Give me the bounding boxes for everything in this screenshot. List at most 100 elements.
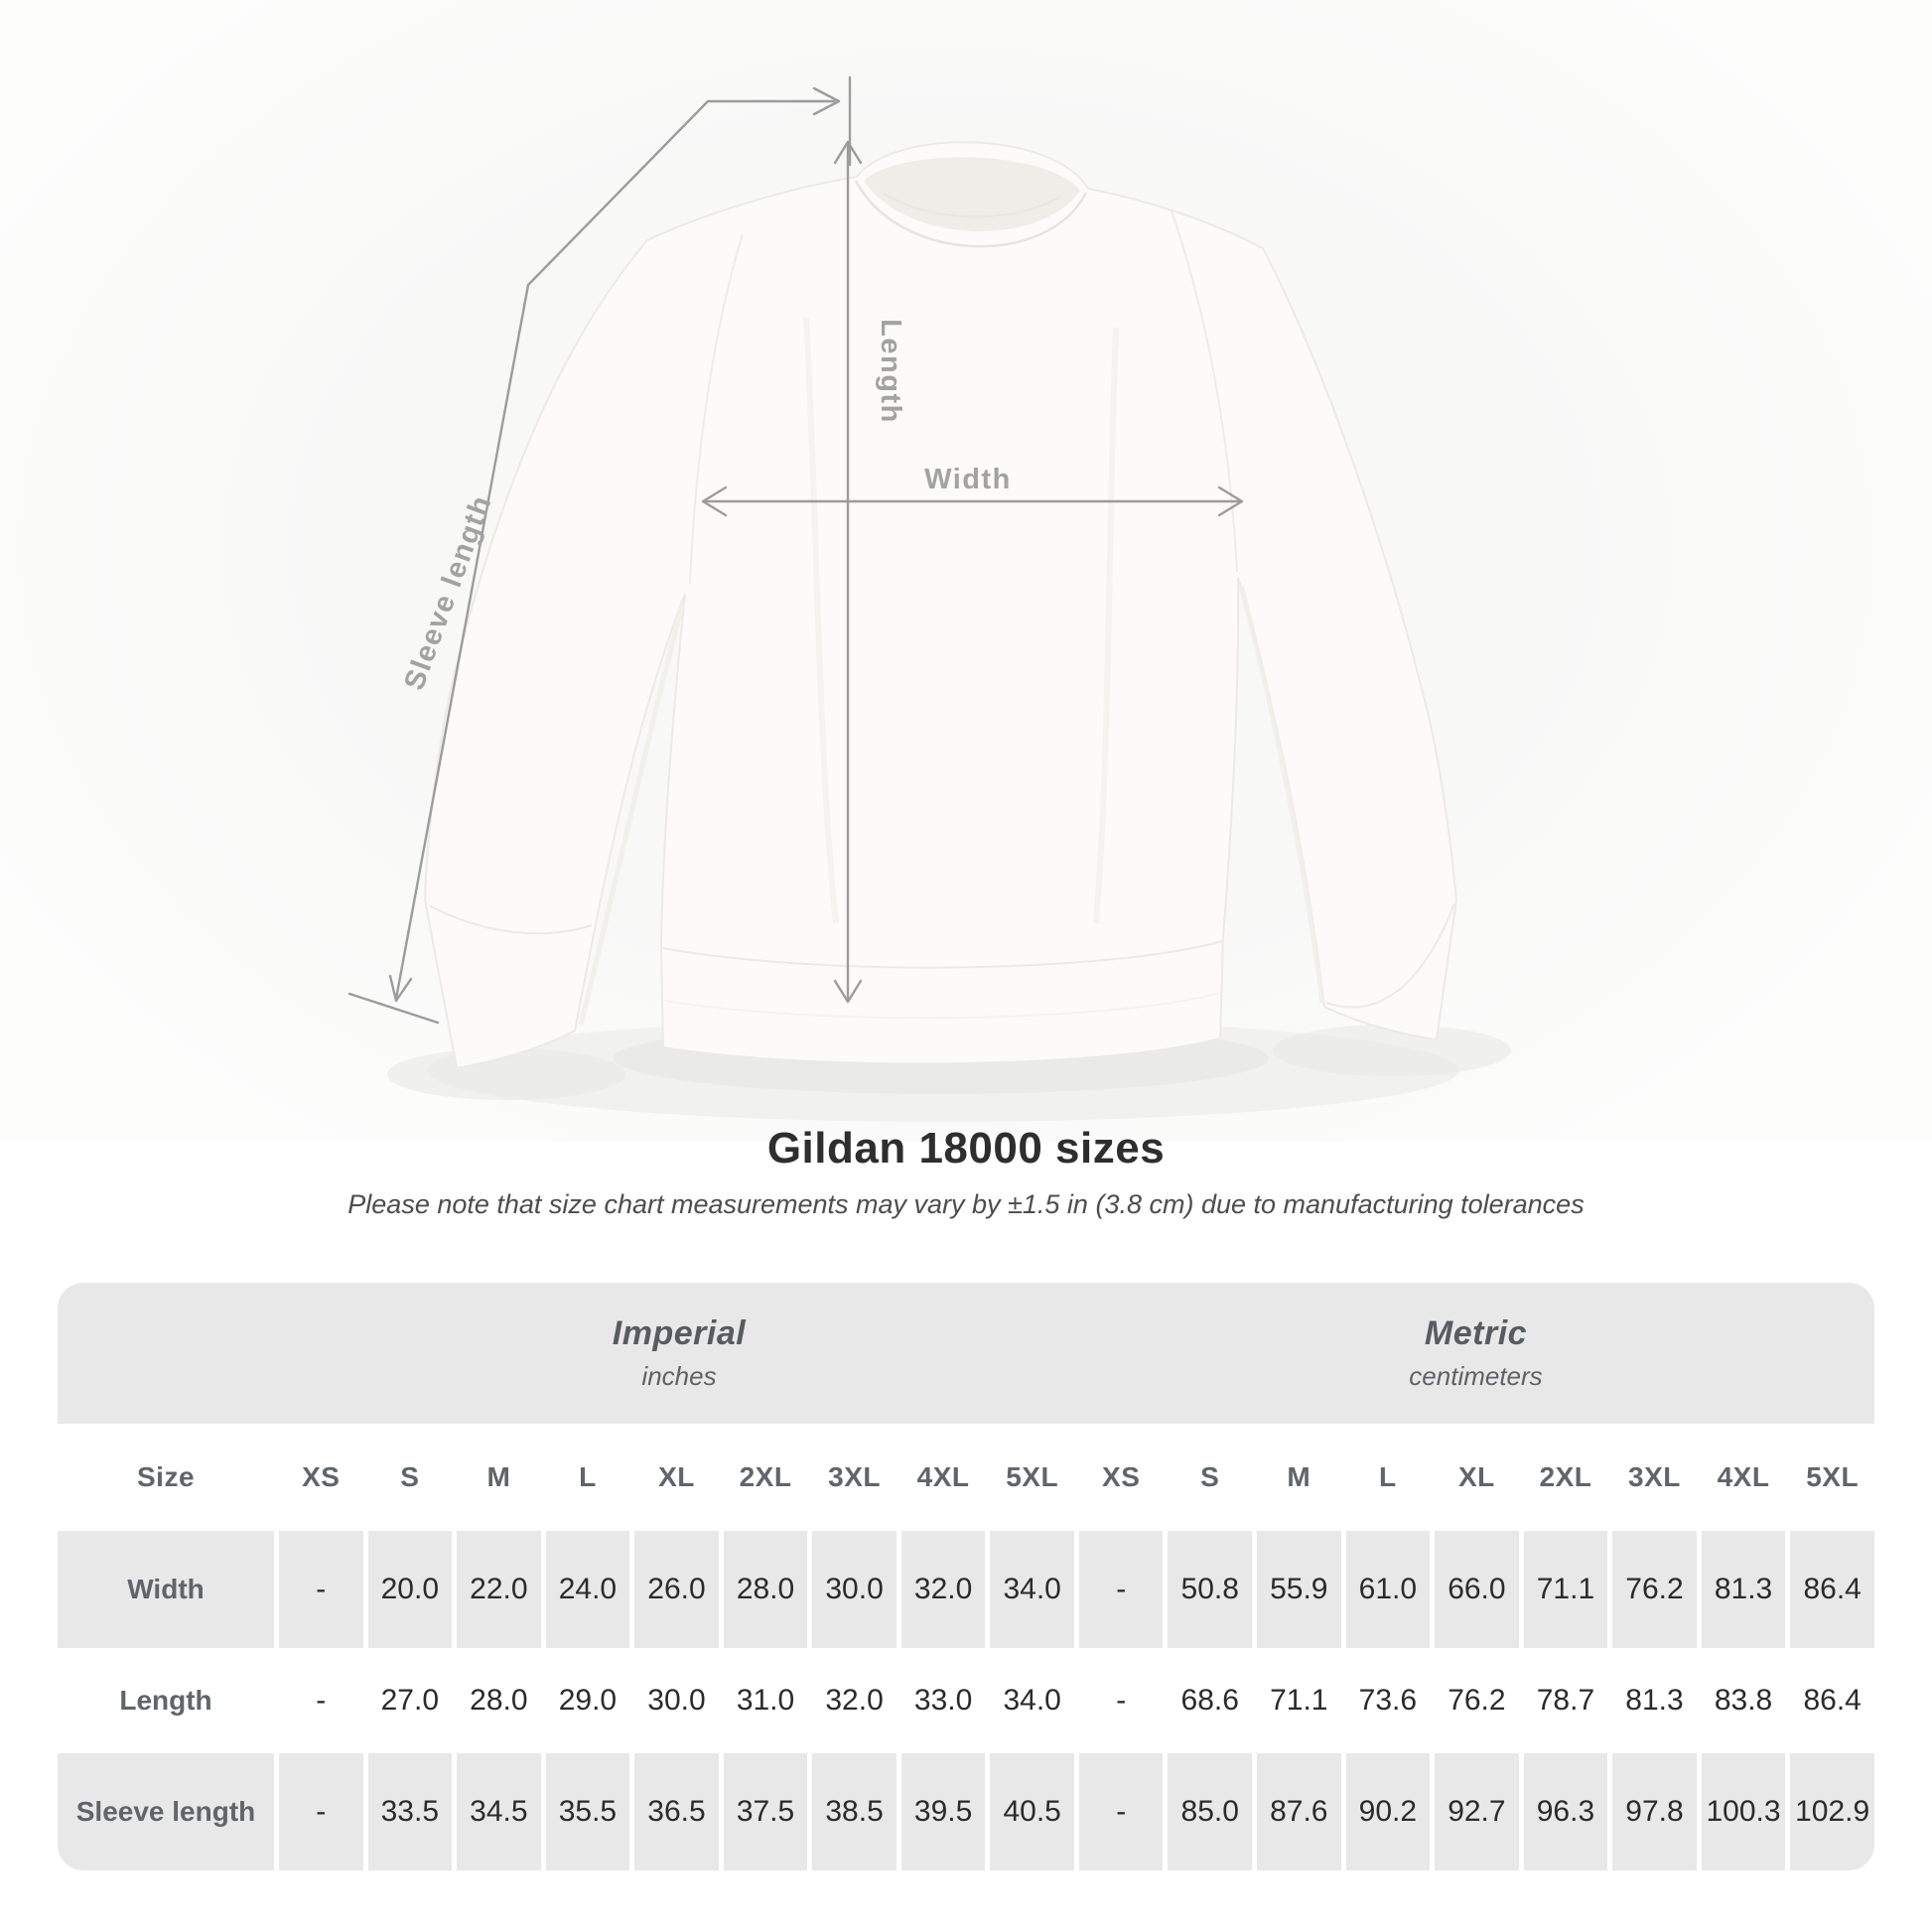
cell: 33.0 — [896, 1648, 986, 1753]
metric-group-header: Metric centimeters — [1077, 1314, 1874, 1392]
length-label: Length — [875, 319, 906, 424]
cell: 76.2 — [1607, 1531, 1697, 1648]
cell: 32.0 — [896, 1531, 986, 1648]
size-col-header: S — [362, 1424, 453, 1531]
size-col-header: XL — [629, 1424, 719, 1531]
size-table-section: Imperial inches Metric centimeters Size … — [58, 1283, 1874, 1870]
size-col-header: L — [540, 1424, 630, 1531]
cell: 27.0 — [362, 1648, 453, 1753]
cell: 20.0 — [362, 1531, 453, 1648]
size-table: Size XS S M L XL 2XL 3XL 4XL 5XL XS S M … — [58, 1424, 1874, 1870]
size-col-header: L — [1340, 1424, 1431, 1531]
cell: 85.0 — [1163, 1753, 1252, 1870]
table-row-sleeve-length: Sleeve length - 33.5 34.5 35.5 36.5 37.5… — [58, 1753, 1874, 1870]
cell: - — [274, 1531, 363, 1648]
cell: 22.0 — [452, 1531, 541, 1648]
sleeve-measure-arrow — [347, 99, 710, 1025]
cell: 97.8 — [1607, 1753, 1697, 1870]
cell: 83.8 — [1696, 1648, 1786, 1753]
size-header-row: Size XS S M L XL 2XL 3XL 4XL 5XL XS S M … — [58, 1424, 1874, 1531]
size-col-header: M — [1252, 1424, 1341, 1531]
cell: 102.9 — [1785, 1753, 1874, 1870]
cell: 71.1 — [1518, 1531, 1608, 1648]
size-col-header: 2XL — [1518, 1424, 1608, 1531]
measurement-lines — [347, 75, 1244, 1025]
cell: 92.7 — [1430, 1753, 1519, 1870]
size-diagram: Width Length Sleeve length — [347, 75, 1511, 1122]
cell: 34.5 — [452, 1753, 541, 1870]
cell: - — [274, 1648, 363, 1753]
cell: - — [1073, 1753, 1164, 1870]
length-measure-arrow — [706, 75, 863, 1004]
cell: 34.0 — [985, 1531, 1074, 1648]
size-col-header: XS — [274, 1424, 363, 1531]
cell: 81.3 — [1696, 1531, 1786, 1648]
cell: 61.0 — [1340, 1531, 1431, 1648]
size-col-header: 5XL — [985, 1424, 1074, 1531]
cell: 68.6 — [1163, 1648, 1252, 1753]
metric-label: Metric — [1424, 1314, 1528, 1352]
cell: 34.0 — [985, 1648, 1074, 1753]
cell: 26.0 — [629, 1531, 719, 1648]
photo-area: Width Length Sleeve length — [0, 0, 1932, 1142]
cell: 87.6 — [1252, 1753, 1341, 1870]
cell: 38.5 — [807, 1753, 897, 1870]
heading-block: Gildan 18000 sizes Please note that size… — [0, 1124, 1932, 1220]
size-col-header: 2XL — [718, 1424, 808, 1531]
unit-header-band: Imperial inches Metric centimeters — [58, 1283, 1874, 1424]
width-label: Width — [924, 464, 1012, 495]
cell: 78.7 — [1518, 1648, 1608, 1753]
imperial-group-header: Imperial inches — [281, 1314, 1077, 1392]
row-label: Width — [127, 1574, 205, 1604]
cell: 30.0 — [807, 1531, 897, 1648]
size-col-header: 5XL — [1785, 1424, 1874, 1531]
cell: 96.3 — [1518, 1753, 1608, 1870]
imperial-sublabel: inches — [641, 1361, 717, 1391]
cell: 32.0 — [807, 1648, 897, 1753]
size-col-header: S — [1163, 1424, 1252, 1531]
cell: - — [1073, 1648, 1164, 1753]
cell: - — [274, 1753, 363, 1870]
cell: 35.5 — [540, 1753, 630, 1870]
cell: - — [1073, 1531, 1164, 1648]
cell: 39.5 — [896, 1753, 986, 1870]
tolerance-note: Please note that size chart measurements… — [347, 1189, 1585, 1219]
cell: 28.0 — [718, 1531, 808, 1648]
table-row-width: Width - 20.0 22.0 24.0 26.0 28.0 30.0 32… — [58, 1531, 1874, 1648]
row-label: Length — [119, 1685, 212, 1716]
cell: 31.0 — [718, 1648, 808, 1753]
cell: 37.5 — [718, 1753, 808, 1870]
page-title: Gildan 18000 sizes — [766, 1124, 1166, 1173]
table-row-length: Length - 27.0 28.0 29.0 30.0 31.0 32.0 3… — [58, 1648, 1874, 1753]
size-col-header: 3XL — [1607, 1424, 1697, 1531]
cell: 28.0 — [452, 1648, 541, 1753]
size-col-header: M — [452, 1424, 541, 1531]
width-measure-arrow — [701, 485, 1244, 517]
cell: 71.1 — [1252, 1648, 1341, 1753]
cell: 29.0 — [540, 1648, 630, 1753]
cell: 66.0 — [1430, 1531, 1519, 1648]
cell: 86.4 — [1785, 1531, 1874, 1648]
cell: 40.5 — [985, 1753, 1074, 1870]
cell: 76.2 — [1430, 1648, 1519, 1753]
metric-sublabel: centimeters — [1409, 1361, 1543, 1391]
size-col-header: 4XL — [896, 1424, 986, 1531]
cell: 81.3 — [1607, 1648, 1697, 1753]
size-col-header: XL — [1430, 1424, 1519, 1531]
row-label: Sleeve length — [75, 1796, 256, 1827]
size-header-cell: Size — [136, 1461, 196, 1492]
cell: 24.0 — [540, 1531, 630, 1648]
size-col-header: 3XL — [807, 1424, 897, 1531]
cell: 55.9 — [1252, 1531, 1341, 1648]
cell: 50.8 — [1163, 1531, 1252, 1648]
imperial-label: Imperial — [612, 1314, 747, 1352]
cell: 90.2 — [1340, 1753, 1431, 1870]
cell: 33.5 — [362, 1753, 453, 1870]
cell: 100.3 — [1696, 1753, 1786, 1870]
size-col-header: 4XL — [1696, 1424, 1786, 1531]
cell: 30.0 — [629, 1648, 719, 1753]
cell: 36.5 — [629, 1753, 719, 1870]
cell: 73.6 — [1340, 1648, 1431, 1753]
size-col-header: XS — [1073, 1424, 1164, 1531]
